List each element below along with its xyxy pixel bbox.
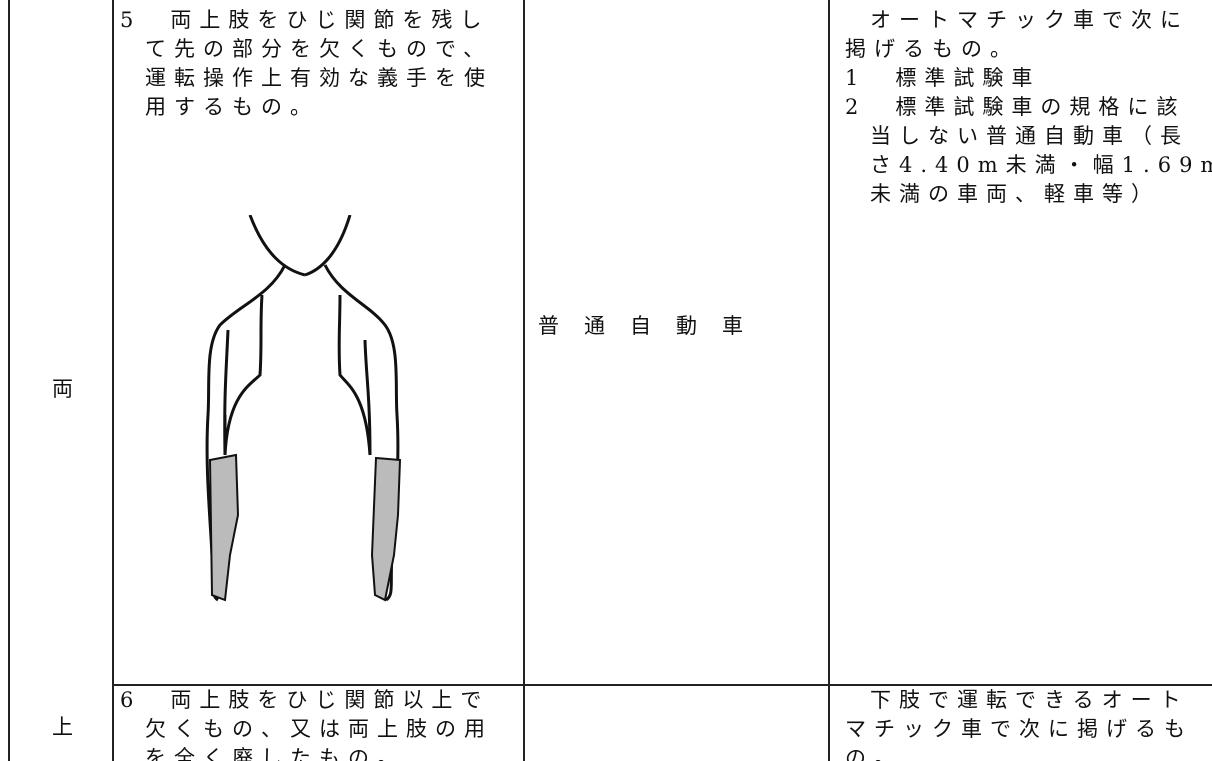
row-divider — [112, 684, 1212, 686]
scope-text: 当しない普通自動車（長 — [870, 124, 1189, 148]
condition-text: て先の部分を欠くもので、 — [145, 37, 493, 61]
border-line — [828, 0, 830, 761]
side-label: 両 — [52, 377, 81, 401]
condition-text: 6 両上肢をひじ関節以上で — [120, 688, 490, 712]
scope-text: 下肢で運転できるオート — [870, 688, 1189, 712]
scope-text: 掲げるもの。 — [845, 37, 1019, 61]
scope-text: マチック車で次に掲げるも — [845, 717, 1193, 741]
scope-text: 1 標準試験車 — [845, 66, 1041, 90]
border-line — [523, 0, 525, 761]
border-line — [8, 0, 10, 761]
vehicle-type: 普 通 自 動 車 — [538, 314, 745, 338]
condition-text: 運転操作上有効な義手を使 — [145, 66, 493, 90]
condition-text: 欠くもの、又は両上肢の用 — [145, 717, 493, 741]
scope-text: 2 標準試験車の規格に該 — [845, 95, 1186, 119]
scope-text: 未満の車両、軽車等） — [870, 182, 1160, 206]
illustration-arms — [205, 215, 402, 602]
condition-text: 用するもの。 — [145, 95, 319, 119]
condition-text: を全く廃したもの。 — [145, 746, 406, 761]
scope-text: オートマチック車で次に — [870, 8, 1189, 32]
side-label: 上 — [52, 715, 81, 739]
border-line — [112, 0, 114, 761]
condition-text: 5 両上肢をひじ関節を残し — [120, 8, 490, 32]
scope-text: さ4.40m未満・幅1.69m — [870, 153, 1212, 177]
scope-text: の。 — [845, 746, 903, 761]
